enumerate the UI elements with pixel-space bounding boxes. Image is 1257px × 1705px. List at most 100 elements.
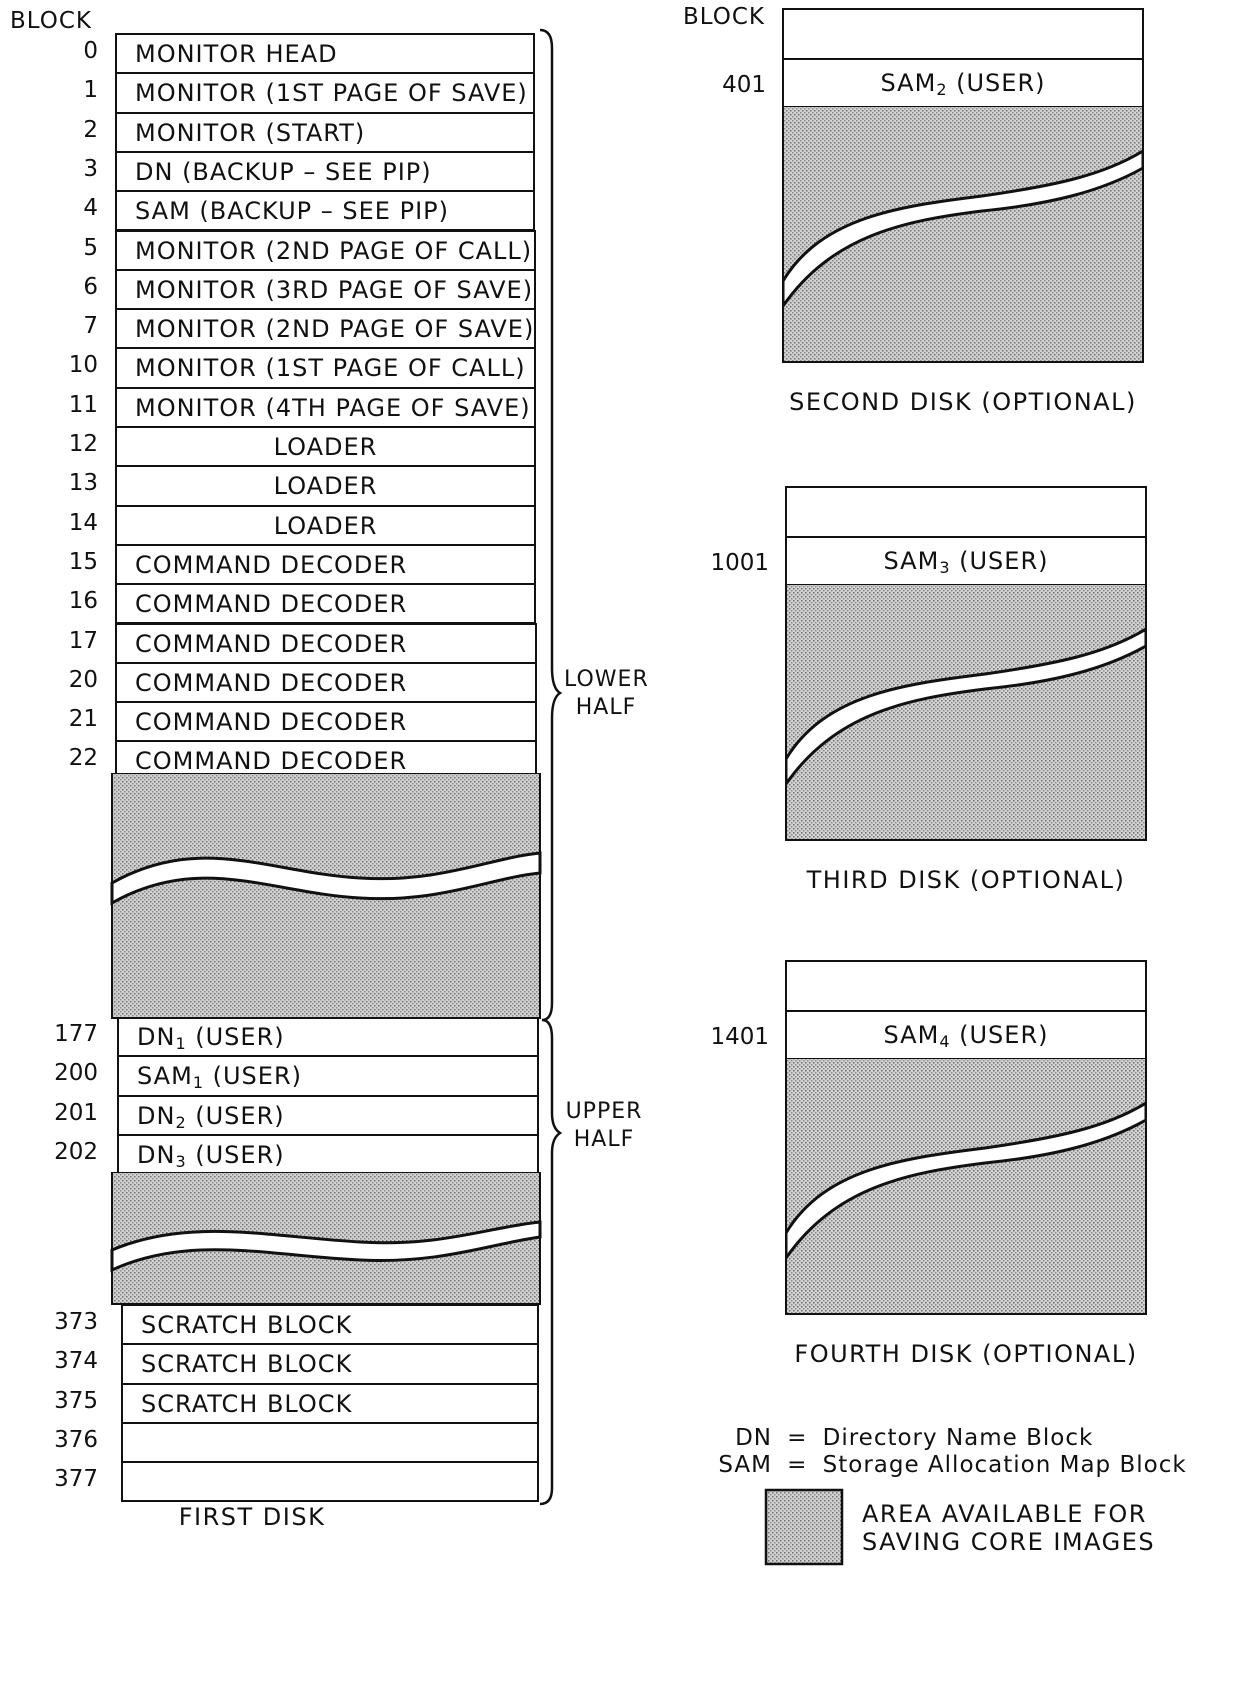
user-block-cell: DN3 (USER) [117, 1133, 539, 1176]
cell-label-tail: (USER) [204, 1062, 302, 1091]
block-number: 14 [68, 509, 98, 536]
block-number: 377 [54, 1466, 98, 1493]
sam-label-main: SAM [883, 1021, 940, 1049]
block-number: 13 [68, 470, 98, 497]
legend-sam-text: Storage Allocation Map Block [822, 1452, 1187, 1478]
block-cell: MONITOR HEAD [115, 33, 535, 75]
disk-caption: THIRD DISK (OPTIONAL) [806, 866, 1126, 894]
block-cell: MONITOR (3RD PAGE OF SAVE) [115, 268, 536, 311]
cell-label-sub: 1 [192, 1073, 204, 1093]
block-number: 20 [68, 666, 98, 693]
upper-free-area [110, 1172, 542, 1305]
legend-dn-eq: = [787, 1425, 808, 1451]
block-number: 374 [54, 1348, 98, 1375]
block-cell: MONITOR (2ND PAGE OF SAVE) [115, 308, 536, 350]
block-cell: MONITOR (2ND PAGE OF CALL) [115, 229, 536, 271]
block-cell: COMMAND DECODER [115, 583, 537, 625]
user-block-cell: DN2 (USER) [117, 1094, 539, 1136]
block-number: 16 [68, 588, 98, 615]
block-number: 12 [68, 431, 98, 457]
disk-sam-block: SAM4 (USER) [785, 1010, 1147, 1060]
user-block-cell: SAM1 (USER) [117, 1055, 539, 1097]
disk-box: SAM3 (USER) [785, 486, 1147, 842]
block-cell: COMMAND DECODER [115, 622, 537, 664]
disk-reserved-block [785, 486, 1147, 538]
block-number: 3 [83, 155, 98, 182]
disk-sam-block: SAM2 (USER) [782, 58, 1144, 108]
sam-label-main: SAM [880, 69, 937, 97]
legend-area-line2: SAVING CORE IMAGES [862, 1528, 1156, 1556]
block-cell: SAM (BACKUP – SEE PIP) [115, 190, 536, 232]
disk-caption: FOURTH DISK (OPTIONAL) [794, 1340, 1138, 1368]
lower-free-area [110, 773, 542, 1019]
scratch-cell: SCRATCH BLOCK [121, 1343, 539, 1385]
disk-reserved-block [782, 8, 1144, 60]
sam-label-sub: 4 [939, 1032, 951, 1051]
cell-label-main: DN [137, 1140, 176, 1169]
block-number: 375 [54, 1387, 98, 1414]
block-number: 4 [83, 195, 98, 222]
block-number: 6 [83, 273, 98, 300]
cell-label-sub: 3 [175, 1151, 187, 1171]
legend-sam: SAM = Storage Allocation Map Block [712, 1452, 1187, 1478]
legend-area-text: AREA AVAILABLE FOR SAVING CORE IMAGES [862, 1500, 1155, 1556]
block-cell: DN (BACKUP – SEE PIP) [115, 150, 536, 193]
block-number: 202 [54, 1138, 98, 1165]
block-number: 200 [54, 1060, 98, 1087]
disk-break-line [785, 626, 1147, 789]
first-disk-caption: FIRST DISK [178, 1503, 326, 1531]
cell-label-sub: 2 [175, 1112, 187, 1132]
sam-label-tail: (USER) [950, 547, 1049, 575]
scratch-cell: SCRATCH BLOCK [121, 1382, 539, 1424]
legend-area-line1: AREA AVAILABLE FOR [862, 1500, 1147, 1528]
disk-block-number: 1401 [710, 1024, 769, 1050]
scratch-cell [121, 1421, 539, 1464]
cell-label-sub: 1 [175, 1034, 187, 1053]
disk-break-line [785, 1100, 1147, 1263]
block-number: 7 [83, 313, 98, 340]
legend-sam-eq: = [787, 1452, 808, 1478]
legend-area-swatch [764, 1488, 844, 1566]
half-brace [539, 28, 563, 1506]
block-number: 21 [68, 706, 98, 733]
sam-label-tail: (USER) [947, 69, 1046, 97]
block-number: 10 [68, 352, 98, 379]
block-number: 15 [68, 548, 98, 575]
block-cell: LOADER [115, 504, 537, 546]
block-cell: LOADER [115, 426, 536, 468]
lower-half-line2: HALF [575, 695, 637, 720]
scratch-cell [121, 1461, 539, 1503]
block-number: 201 [54, 1099, 98, 1126]
block-cell: COMMAND DECODER [115, 543, 537, 586]
block-number: 376 [54, 1426, 98, 1453]
cell-label-main: SAM [137, 1062, 193, 1091]
cell-label-tail: (USER) [186, 1101, 285, 1130]
cell-label-main: DN [137, 1101, 176, 1130]
disk-sam-block: SAM3 (USER) [785, 536, 1147, 586]
disk-box: SAM2 (USER) [782, 8, 1144, 364]
block-cell: COMMAND DECODER [115, 661, 537, 704]
legend-dn-text: Directory Name Block [822, 1425, 1094, 1451]
disk-caption: SECOND DISK (OPTIONAL) [789, 388, 1137, 416]
disk-block-number: 1001 [710, 550, 769, 576]
legend-dn: DN = Directory Name Block [712, 1425, 1093, 1451]
block-number: 5 [83, 234, 98, 261]
first-disk-block-header: BLOCK [10, 8, 93, 34]
lower-half-line1: LOWER [564, 667, 649, 692]
cell-label-tail: (USER) [186, 1023, 285, 1051]
lower-half-label: LOWER HALF [564, 666, 648, 722]
legend-dn-abbr: DN [735, 1425, 772, 1451]
disk-break-line [782, 148, 1144, 311]
block-cell: MONITOR (1ST PAGE OF CALL) [115, 347, 536, 389]
disk-free-area [785, 1058, 1147, 1315]
sam-label-main: SAM [883, 547, 940, 575]
disk-block-number: 401 [722, 72, 766, 98]
other-disks-block-header: BLOCK [683, 4, 766, 30]
upper-half-label: UPPER HALF [562, 1098, 646, 1154]
block-number: 0 [83, 38, 98, 64]
cell-label-tail: (USER) [186, 1140, 285, 1169]
cell-label-main: DN [137, 1023, 176, 1051]
scratch-cell: SCRATCH BLOCK [121, 1304, 539, 1346]
block-cell: LOADER [115, 465, 537, 507]
legend-sam-abbr: SAM [718, 1452, 772, 1478]
